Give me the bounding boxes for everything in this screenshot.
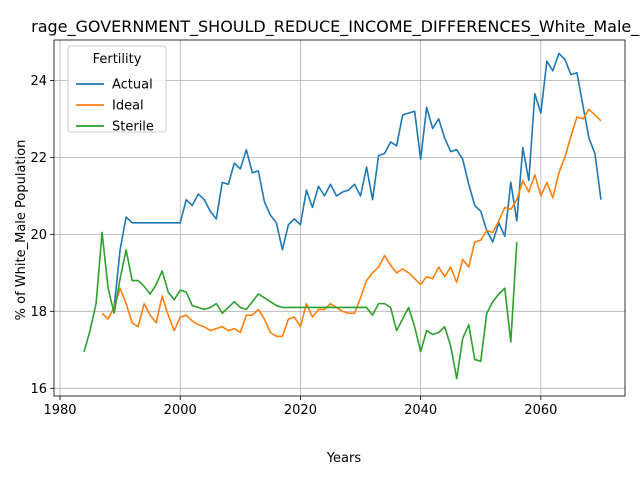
y-tick-label: 24	[30, 74, 47, 89]
y-tick-label: 16	[30, 382, 47, 397]
x-tick-label: 2040	[404, 403, 437, 418]
legend-label-actual: Actual	[112, 78, 153, 93]
x-axis: 1980 2000 2020 2040 2060	[43, 396, 557, 418]
legend: Fertility Actual Ideal Sterile	[67, 45, 167, 135]
x-tick-label: 1980	[43, 403, 76, 418]
series-line-actual	[113, 52, 602, 308]
legend-label-sterile: Sterile	[112, 120, 154, 135]
y-tick-label: 18	[30, 305, 47, 320]
y-axis-label: % of White_Male Population	[14, 140, 29, 321]
chart-title: rage_GOVERNMENT_SHOULD_REDUCE_INCOME_DIF…	[31, 17, 640, 37]
legend-box	[67, 45, 167, 133]
x-axis-label: Years	[326, 451, 362, 466]
legend-label-ideal: Ideal	[112, 99, 144, 114]
series-line-ideal	[101, 108, 602, 338]
y-tick-label: 22	[30, 151, 47, 166]
series-line-sterile	[83, 231, 518, 380]
x-tick-label: 2000	[164, 403, 197, 418]
x-tick-label: 2060	[524, 403, 557, 418]
y-tick-label: 20	[30, 228, 47, 243]
x-tick-label: 2020	[284, 403, 317, 418]
series-group	[83, 52, 602, 380]
y-axis: 16 18 20 22 24	[30, 74, 54, 397]
plot-frame	[53, 39, 626, 397]
legend-title: Fertility	[93, 52, 142, 67]
